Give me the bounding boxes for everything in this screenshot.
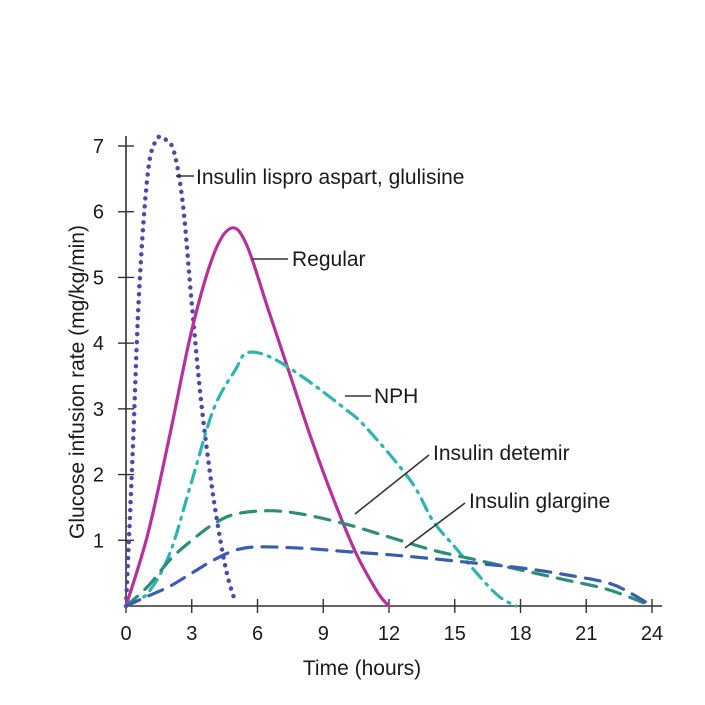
x-tick-label: 18	[509, 623, 531, 645]
y-tick-label: 3	[93, 399, 104, 421]
x-tick-label: 15	[444, 623, 466, 645]
series-leader-line	[404, 502, 466, 549]
y-tick-label: 6	[93, 202, 104, 224]
series-lines	[123, 134, 654, 609]
y-axis-label: Glucose infusion rate (mg/kg/min)	[66, 225, 89, 539]
x-tick-label: 9	[318, 623, 329, 645]
series-line-insulin-lispro-aspart-glulisine	[123, 134, 238, 609]
y-tick-label: 1	[93, 530, 104, 552]
x-tick-label: 24	[641, 623, 663, 645]
series-label-insulin-lispro-aspart-glulisine: Insulin lispro aspart, glulisine	[196, 166, 464, 189]
series-line-insulin-detemir	[124, 509, 654, 608]
y-tick-label: 5	[93, 267, 104, 289]
series-line-regular	[124, 226, 391, 608]
series-line-insulin-glargine	[124, 545, 654, 608]
y-tick-label: 4	[93, 333, 104, 355]
x-tick-label: 12	[378, 623, 400, 645]
x-tick-label: 6	[252, 623, 263, 645]
series-leader-line	[354, 454, 430, 515]
series-line-nph	[124, 350, 518, 608]
x-tick-label: 21	[575, 623, 597, 645]
series-label-insulin-glargine: Insulin glargine	[469, 490, 610, 513]
x-tick-label: 0	[120, 623, 131, 645]
x-axis-label: Time (hours)	[303, 657, 421, 680]
series-annotations: Insulin lispro aspart, glulisine Regular N…	[176, 166, 610, 549]
series-label-nph: NPH	[374, 385, 418, 408]
y-tick-label: 2	[93, 465, 104, 487]
x-tick-label: 3	[186, 623, 197, 645]
series-label-insulin-detemir: Insulin detemir	[433, 442, 570, 465]
y-tick-label: 7	[93, 136, 104, 158]
series-label-regular: Regular	[292, 248, 366, 271]
